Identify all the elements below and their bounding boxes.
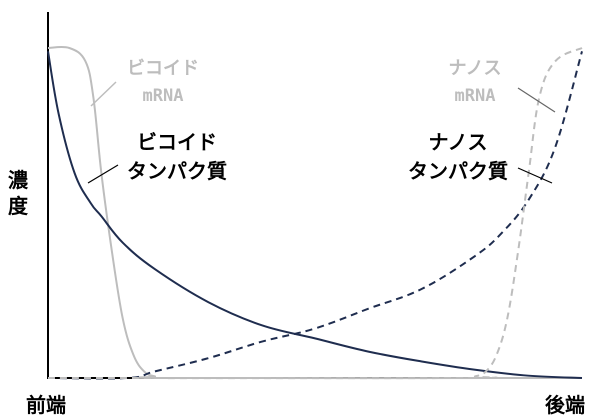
leader-nanos-mrna xyxy=(517,87,556,113)
label-bicoid-protein-line2: タンパク質 xyxy=(127,159,227,183)
label-nanos-protein-line1: ナノス xyxy=(429,130,488,154)
series-line-4 xyxy=(47,47,583,380)
label-nanos-mrna-line1: ナノス xyxy=(448,58,501,79)
leader-bicoid-mrna xyxy=(90,81,117,107)
leader-nanos-protein xyxy=(517,167,553,184)
x-axis-label-right: 後端 xyxy=(545,393,585,417)
y-axis-label-char-1: 濃 xyxy=(8,168,29,192)
label-bicoid-protein-line1: ビコイド xyxy=(137,130,217,154)
series-layer xyxy=(47,45,583,380)
label-nanos-mrna-line2: mRNA xyxy=(455,86,496,106)
label-bicoid-mrna-line1: ビコイド xyxy=(127,58,199,79)
x-axis-label-left: 前端 xyxy=(26,393,66,417)
leader-bicoid-protein xyxy=(87,164,119,184)
label-nanos-protein-line2: タンパク質 xyxy=(408,159,508,183)
y-axis-label-char-2: 度 xyxy=(8,194,29,218)
label-bicoid-mrna-line2: mRNA xyxy=(143,86,184,106)
series-line-2 xyxy=(47,51,583,379)
series-line-1 xyxy=(47,45,583,380)
series-line-3 xyxy=(47,51,583,380)
